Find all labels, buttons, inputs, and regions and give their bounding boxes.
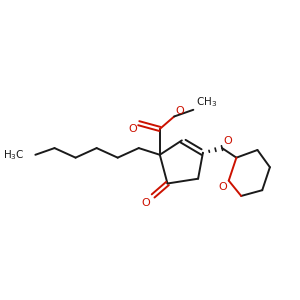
Text: O: O <box>218 182 227 192</box>
Text: CH$_3$: CH$_3$ <box>196 95 218 109</box>
Text: O: O <box>128 124 137 134</box>
Text: O: O <box>142 198 150 208</box>
Text: H$_3$C: H$_3$C <box>3 148 25 162</box>
Text: O: O <box>175 106 184 116</box>
Text: O: O <box>223 136 232 146</box>
